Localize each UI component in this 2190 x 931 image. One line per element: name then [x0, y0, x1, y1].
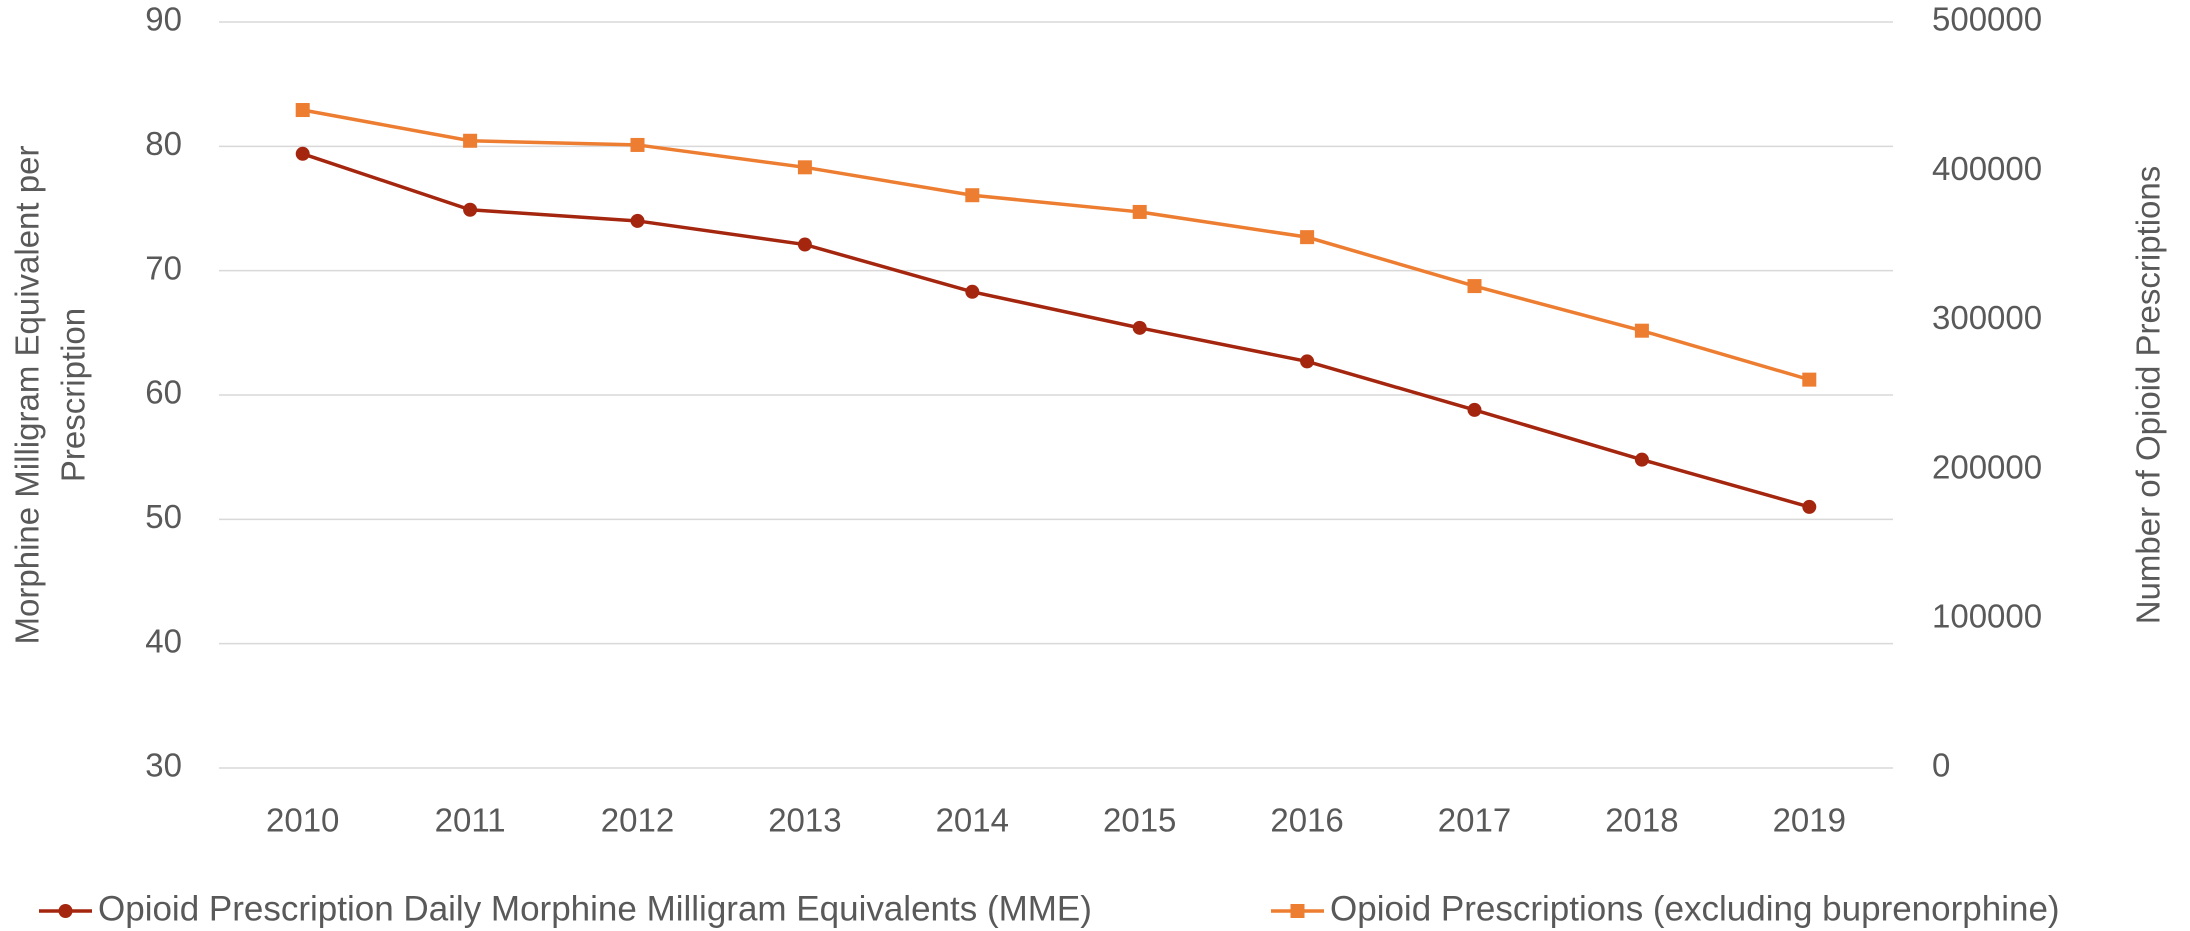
x-tick-label: 2016 — [1270, 802, 1343, 839]
data-point — [1132, 204, 1147, 219]
data-point — [1802, 372, 1817, 387]
x-tick-label: 2013 — [768, 802, 841, 839]
x-tick-label: 2019 — [1773, 802, 1846, 839]
data-point — [1634, 323, 1649, 338]
data-point — [965, 188, 980, 203]
data-point — [295, 103, 310, 118]
y2-tick-label: 500000 — [1932, 1, 2042, 38]
y-tick-label: 60 — [145, 374, 182, 411]
data-point — [1300, 230, 1315, 245]
x-tick-label: 2014 — [936, 802, 1009, 839]
y-axis-title-line: Prescription — [55, 308, 92, 482]
data-point — [1300, 354, 1315, 369]
legend-marker — [1290, 904, 1305, 918]
y-tick-label: 40 — [145, 622, 182, 659]
series-line — [302, 108, 1810, 382]
data-point — [630, 137, 645, 152]
x-tick-label: 2010 — [266, 802, 339, 839]
x-tick-label: 2018 — [1605, 802, 1678, 839]
data-point — [1802, 499, 1817, 514]
y2-tick-label: 100000 — [1932, 598, 2042, 635]
legend: Opioid Prescription Daily Morphine Milli… — [39, 889, 2060, 928]
x-tick-label: 2011 — [435, 802, 506, 839]
data-point — [295, 146, 310, 161]
data-point — [965, 284, 980, 299]
data-point — [1467, 279, 1482, 294]
data-point — [1467, 402, 1482, 417]
y-axis-title-line: Morphine Milligram Equivalent per — [9, 146, 46, 645]
y2-tick-label: 0 — [1932, 747, 1950, 784]
data-point — [797, 160, 812, 175]
y-tick-label: 30 — [145, 747, 182, 784]
legend-label: Opioid Prescription Daily Morphine Milli… — [98, 889, 1092, 928]
x-tick-label: 2017 — [1438, 802, 1511, 839]
y-tick-label: 90 — [145, 1, 182, 38]
data-point — [463, 202, 478, 217]
legend-label: Opioid Prescriptions (excluding buprenor… — [1330, 889, 2060, 928]
y-tick-label: 80 — [145, 125, 182, 162]
data-point — [797, 237, 812, 252]
data-point — [463, 133, 478, 148]
legend-marker — [58, 904, 73, 918]
series-line — [302, 152, 1810, 509]
data-point — [630, 213, 645, 228]
y2-tick-label: 300000 — [1932, 299, 2042, 336]
data-point — [1634, 452, 1649, 467]
y2-tick-label: 400000 — [1932, 150, 2042, 187]
y-tick-label: 70 — [145, 249, 182, 286]
data-point — [1132, 320, 1147, 335]
x-tick-label: 2015 — [1103, 802, 1176, 839]
x-tick-label: 2012 — [601, 802, 674, 839]
y-tick-label: 50 — [145, 498, 182, 535]
y2-axis-title: Number of Opioid Prescriptions — [2130, 166, 2167, 625]
y2-tick-label: 200000 — [1932, 448, 2042, 485]
y-axis-title: Morphine Milligram Equivalent per Prescr… — [9, 146, 92, 645]
